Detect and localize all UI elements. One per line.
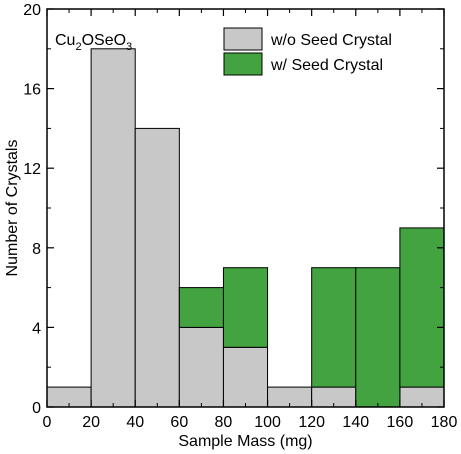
y-tick-label-1: 4 xyxy=(32,320,41,337)
annotation-subscript-1: 2 xyxy=(75,41,81,53)
y-tick-label-4: 16 xyxy=(23,82,41,99)
y-tick-label-0: 0 xyxy=(32,400,41,417)
x-tick-label-3: 60 xyxy=(170,414,188,431)
bar-series1-bin8 xyxy=(399,227,445,388)
annotation-subscript-2: 3 xyxy=(126,41,132,53)
legend-label-with-seed: w/ Seed Crystal xyxy=(270,57,383,74)
y-axis-title: Number of Crystals xyxy=(4,140,21,277)
x-tick-label-9: 180 xyxy=(431,414,458,431)
x-tick-label-4: 80 xyxy=(215,414,233,431)
y-tick-label-5: 20 xyxy=(23,2,41,19)
compound-annotation: Cu2OSeO3 xyxy=(55,32,132,53)
bars-layer xyxy=(46,48,445,408)
bar-series1-bin4 xyxy=(222,267,269,348)
legend-label-without-seed: w/o Seed Crystal xyxy=(270,32,392,49)
y-tick-label-3: 12 xyxy=(23,161,41,178)
x-tick-label-0: 0 xyxy=(43,414,52,431)
bar-series0-bin3 xyxy=(178,326,224,408)
bar-series1-bin3 xyxy=(178,287,224,328)
bar-series0-bin1 xyxy=(90,48,136,408)
x-tick-label-8: 160 xyxy=(387,414,414,431)
ticks-layer xyxy=(46,8,445,408)
legend-swatch-without-seed xyxy=(223,27,263,51)
x-tick-label-7: 140 xyxy=(342,414,369,431)
bar-series0-bin2 xyxy=(134,127,180,408)
bar-series1-bin7 xyxy=(355,267,401,408)
legend: w/o Seed Crystal w/ Seed Crystal xyxy=(223,27,392,76)
annotation-base: Cu xyxy=(55,32,75,49)
x-tick-label-1: 20 xyxy=(82,414,100,431)
bar-series0-bin4 xyxy=(222,346,269,408)
y-tick-label-2: 8 xyxy=(32,241,41,258)
legend-swatch-with-seed xyxy=(223,52,263,76)
bar-series1-bin6 xyxy=(311,267,357,388)
x-tick-label-2: 40 xyxy=(126,414,144,431)
x-axis-title: Sample Mass (mg) xyxy=(178,433,312,450)
x-tick-label-5: 100 xyxy=(254,414,281,431)
x-tick-label-6: 120 xyxy=(298,414,325,431)
tick-labels-layer: 0 20 40 60 80 100 120 140 160 180 0 4 8 12 16 20 xyxy=(23,2,457,431)
annotation-mid: OSeO xyxy=(82,32,126,49)
